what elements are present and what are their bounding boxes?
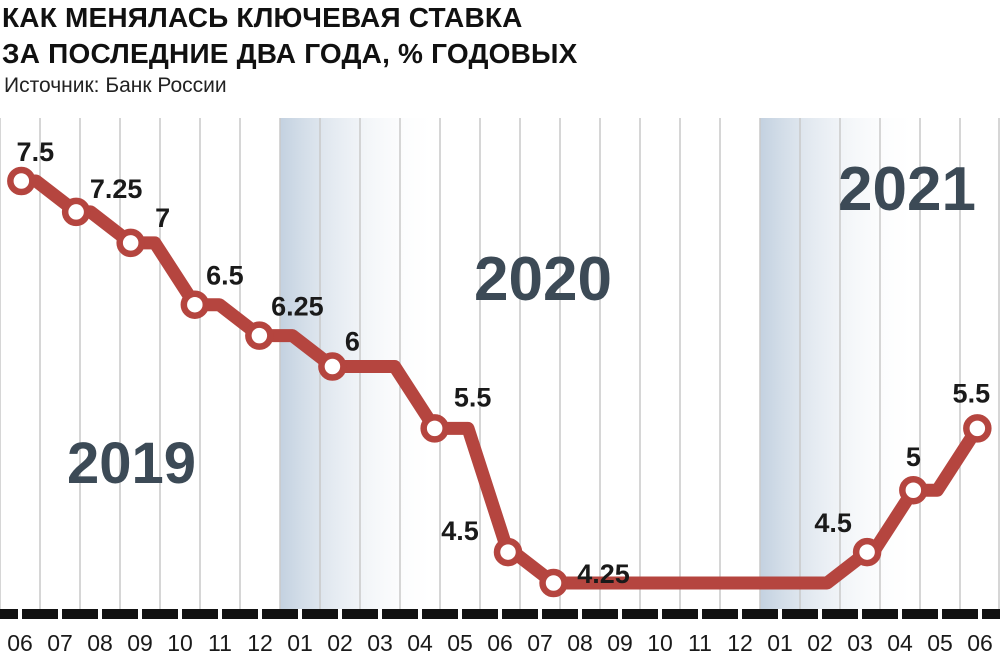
year-labels: 2019 2020 2021 xyxy=(67,155,976,496)
x-tick-label: 03 xyxy=(847,630,873,656)
year-label-2020: 2020 xyxy=(474,245,612,314)
chart-title-line-2: ЗА ПОСЛЕДНИЕ ДВА ГОДА, % ГОДОВЫХ xyxy=(2,38,578,69)
chart-title-line-1: КАК МЕНЯЛАСЬ КЛЮЧЕВАЯ СТАВКА xyxy=(2,2,523,33)
data-label: 5.5 xyxy=(454,382,492,412)
data-point xyxy=(116,228,145,258)
year-label-2019: 2019 xyxy=(67,431,196,496)
data-point xyxy=(318,352,347,381)
x-axis-gap xyxy=(258,609,262,619)
x-axis-gap xyxy=(618,609,622,619)
x-tick-label: 11 xyxy=(208,630,232,656)
data-label: 7.5 xyxy=(17,137,55,167)
x-tick-label: 04 xyxy=(887,630,913,656)
data-label: 4.25 xyxy=(577,559,630,589)
data-point xyxy=(7,166,36,196)
data-label: 7.25 xyxy=(90,174,143,204)
x-tick-label: 10 xyxy=(167,630,193,656)
data-label: 5 xyxy=(906,442,921,472)
x-axis-gap xyxy=(98,609,102,619)
x-tick-label: 05 xyxy=(927,630,953,656)
data-label: 6.25 xyxy=(271,292,324,322)
x-axis-gap xyxy=(658,609,662,619)
x-tick-labels: 06 07 08 09 10 11 12 01 02 03 04 05 06 07 08 09 10 11 12 01… xyxy=(7,630,993,656)
x-axis-gap xyxy=(938,609,942,619)
x-tick-label: 06 xyxy=(487,630,513,656)
x-tick-label: 01 xyxy=(767,630,793,656)
x-tick-label: 08 xyxy=(87,630,113,656)
x-axis-gap xyxy=(138,609,142,619)
data-point xyxy=(963,414,992,443)
x-axis-gap xyxy=(778,609,782,619)
grid-lines xyxy=(0,118,1000,609)
x-tick-label: 08 xyxy=(567,630,593,656)
data-label: 4.5 xyxy=(441,516,479,546)
x-axis-gap xyxy=(538,609,542,619)
year-label-2021: 2021 xyxy=(838,155,976,224)
x-tick-label: 09 xyxy=(127,630,153,656)
x-tick-label: 12 xyxy=(247,630,273,656)
data-point xyxy=(493,537,523,567)
data-label: 4.5 xyxy=(814,508,852,538)
x-axis-gap xyxy=(698,609,702,619)
x-axis-gap xyxy=(978,609,982,619)
data-point xyxy=(61,197,91,227)
x-tick-label: 02 xyxy=(327,630,353,656)
x-axis-gap xyxy=(458,609,462,619)
data-label: 6.5 xyxy=(206,261,244,291)
x-axis-gap xyxy=(58,609,62,619)
x-axis-gap xyxy=(218,609,222,619)
x-axis xyxy=(0,609,1000,619)
x-axis-gap xyxy=(818,609,822,619)
x-tick-label: 10 xyxy=(647,630,673,656)
x-axis-gap xyxy=(578,609,582,619)
data-label: 7 xyxy=(155,203,170,233)
x-tick-label: 12 xyxy=(727,630,753,656)
x-axis-gap xyxy=(298,609,302,619)
x-axis-gap xyxy=(18,609,22,619)
data-point xyxy=(899,475,928,505)
data-point xyxy=(245,321,274,350)
data-point xyxy=(420,414,449,443)
x-tick-label: 07 xyxy=(47,630,73,656)
x-axis-gap xyxy=(378,609,382,619)
x-axis-gap xyxy=(498,609,502,619)
x-tick-label: 03 xyxy=(367,630,393,656)
x-tick-label: 05 xyxy=(447,630,473,656)
data-label: 6 xyxy=(345,327,360,357)
x-axis-gap xyxy=(338,609,342,619)
x-axis-gap xyxy=(738,609,742,619)
chart-source: Источник: Банк России xyxy=(4,74,227,97)
x-tick-label: 06 xyxy=(7,630,33,656)
x-tick-label: 02 xyxy=(807,630,833,656)
x-tick-label: 06 xyxy=(967,630,993,656)
x-tick-label: 07 xyxy=(527,630,553,656)
x-tick-label: 01 xyxy=(287,630,313,656)
x-axis-gap xyxy=(898,609,902,619)
data-point xyxy=(180,290,210,319)
x-axis-gap xyxy=(418,609,422,619)
x-axis-gap xyxy=(858,609,862,619)
x-tick-label: 09 xyxy=(607,630,633,656)
data-point xyxy=(852,537,882,567)
data-label: 5.5 xyxy=(953,378,991,408)
data-labels: 7.5 7.25 7 6.5 6.25 6 5.5 4.5 4.25 4.5 5 5.5 xyxy=(17,137,991,589)
rate-markers xyxy=(7,166,992,598)
x-tick-label: 04 xyxy=(407,630,433,656)
data-point xyxy=(539,568,568,598)
chart-title: КАК МЕНЯЛАСЬ КЛЮЧЕВАЯ СТАВКА ЗА ПОСЛЕДНИ… xyxy=(2,0,577,72)
x-tick-label: 11 xyxy=(688,630,712,656)
x-axis-gap xyxy=(178,609,182,619)
